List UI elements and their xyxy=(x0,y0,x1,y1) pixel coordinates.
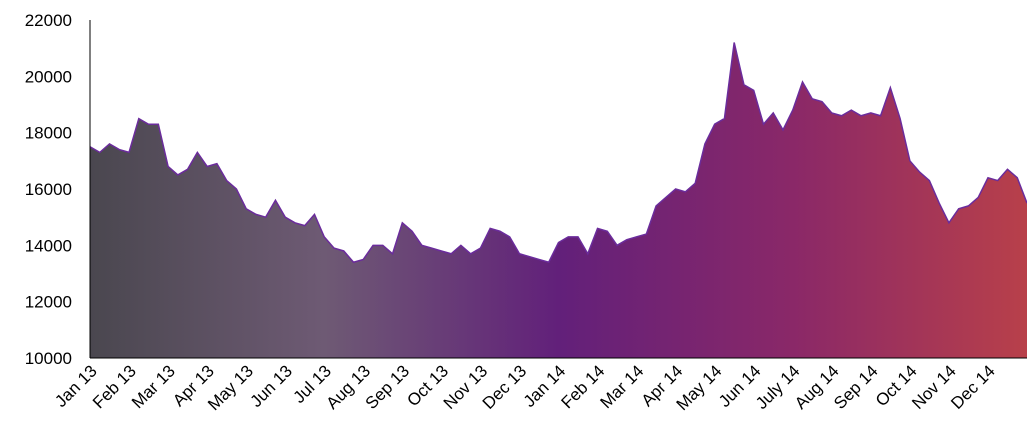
area xyxy=(90,42,1027,358)
y-tick-label: 18000 xyxy=(25,124,72,143)
x-tick-label: Mar 14 xyxy=(597,361,648,412)
y-tick-label: 14000 xyxy=(25,236,72,255)
y-tick-label: 16000 xyxy=(25,180,72,199)
x-tick-label: Mar 13 xyxy=(128,361,179,412)
y-tick-label: 20000 xyxy=(25,67,72,86)
x-tick-label: Dec 13 xyxy=(479,361,531,413)
y-tick-label: 22000 xyxy=(25,11,72,30)
x-tick-label: Dec 14 xyxy=(947,361,999,413)
x-tick-label: Feb 13 xyxy=(89,361,140,412)
x-tick-label: Feb 14 xyxy=(558,361,609,412)
x-tick-label: Sep 14 xyxy=(830,361,882,413)
y-tick-label: 12000 xyxy=(25,293,72,312)
line xyxy=(89,42,1027,264)
y-tick-label: 10000 xyxy=(25,349,72,368)
x-tick-label: Jun 13 xyxy=(247,361,297,411)
x-tick-label: Sep 13 xyxy=(362,361,414,413)
